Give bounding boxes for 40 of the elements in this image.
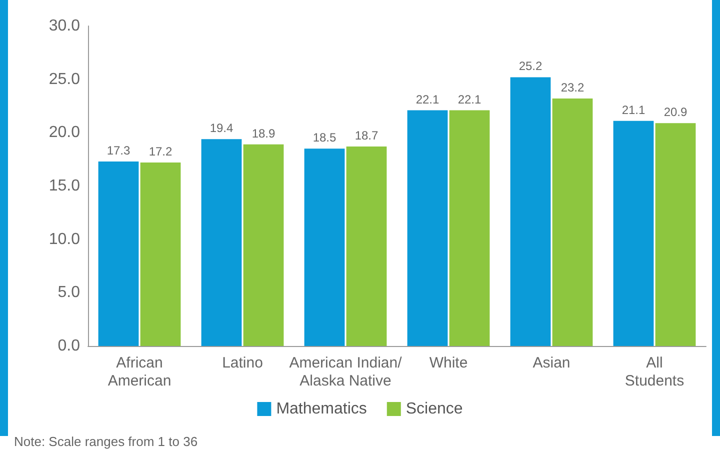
data-label: 22.1	[458, 92, 482, 106]
data-label: 18.9	[252, 126, 276, 140]
y-tick-label: 30.0	[48, 18, 80, 34]
x-tick-label: All Students	[624, 354, 684, 390]
y-tick-label: 15.0	[48, 178, 80, 194]
data-label: 21.1	[622, 102, 646, 117]
y-tick-label: 0.0	[58, 338, 80, 354]
y-tick-label: 10.0	[48, 230, 80, 248]
data-label: 19.4	[210, 121, 234, 136]
bar	[510, 77, 551, 346]
data-label: 17.2	[148, 144, 173, 159]
data-label: 17.3	[106, 143, 130, 158]
y-tick-label: 25.0	[48, 70, 80, 88]
bar	[243, 144, 284, 346]
bar	[98, 161, 139, 346]
legend-label: Mathematics	[276, 400, 367, 418]
data-label: 18.5	[312, 130, 336, 145]
data-label: 18.7	[354, 128, 379, 143]
x-tick-label: African American	[108, 354, 172, 390]
bar	[304, 148, 345, 346]
x-tick-label: Asian	[532, 354, 570, 372]
bar	[140, 162, 181, 346]
x-tick-label: White	[429, 354, 468, 372]
data-label: 23.2	[560, 80, 585, 95]
bar	[346, 146, 387, 346]
x-tick-label: Latino	[222, 354, 263, 372]
bar	[201, 139, 242, 346]
bar	[655, 123, 696, 346]
data-label: 20.9	[664, 105, 688, 120]
x-tick-label: American Indian/ Alaska Native	[289, 354, 403, 390]
text: Note: Scale ranges from 1 to 36	[14, 434, 198, 449]
bar	[449, 110, 490, 346]
bar	[552, 98, 593, 346]
data-label: 22.1	[416, 92, 440, 106]
legend-label: Science	[406, 400, 463, 418]
bar	[613, 120, 654, 346]
y-tick-label: 20.0	[48, 124, 80, 142]
bar	[407, 110, 448, 346]
data-label: 25.2	[518, 59, 542, 74]
y-tick-label: 5.0	[58, 284, 80, 302]
